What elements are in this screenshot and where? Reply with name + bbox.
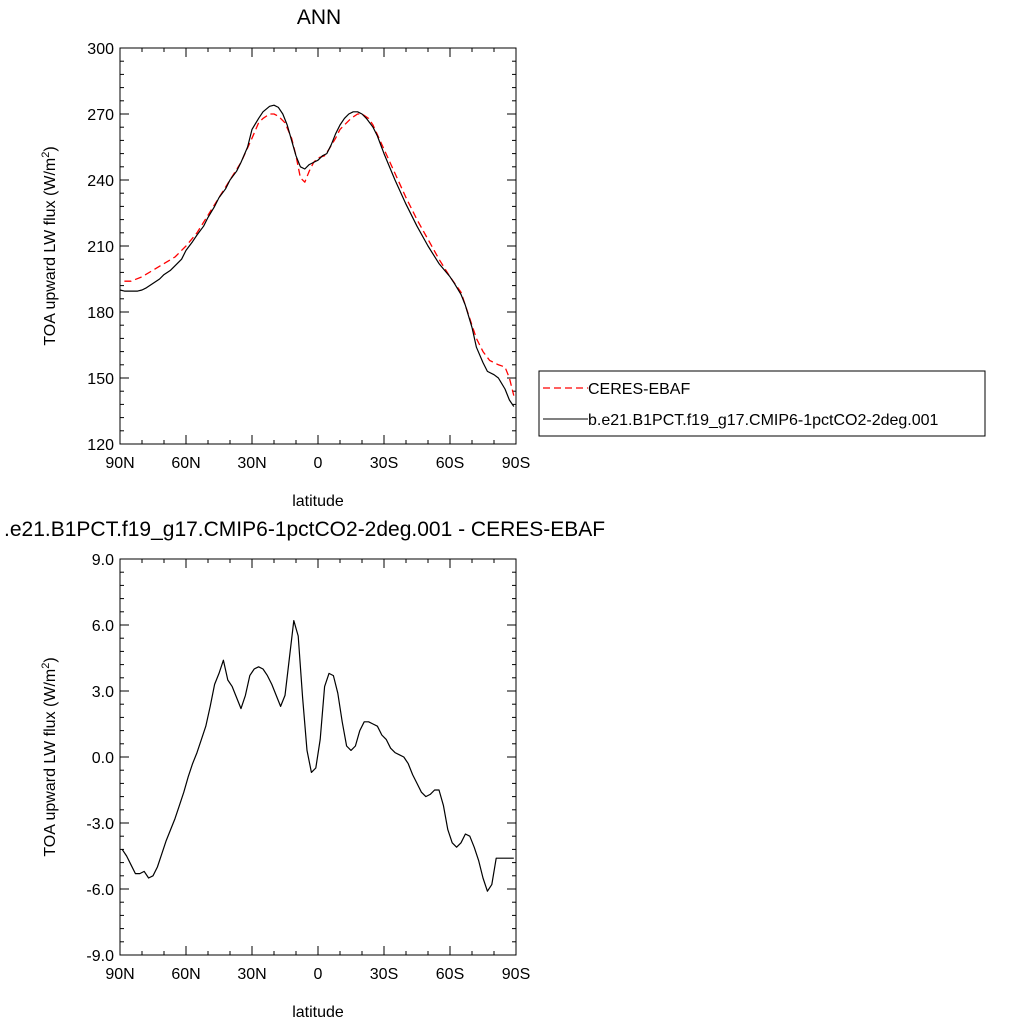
bottom-x-tick-label: 90S xyxy=(502,966,530,983)
top-x-tick-label: 30N xyxy=(237,455,266,472)
top-series-line-1 xyxy=(119,104,515,407)
top-x-tick-label: 90S xyxy=(502,455,530,472)
top-y-tick-label: 150 xyxy=(87,371,114,388)
bottom-series-layer xyxy=(121,619,514,892)
bottom-x-tick-label: 60S xyxy=(436,966,464,983)
top-series-layer xyxy=(119,104,515,407)
top-x-tick-label: 30S xyxy=(370,455,398,472)
top-chart-title: ANN xyxy=(297,6,341,29)
bottom-x-tick-label: 30N xyxy=(237,966,266,983)
bottom-y-axis-label: TOA upward LW flux (W/m2) xyxy=(40,657,59,856)
bottom-ticks: 90N 60N 30N 0 30S 60S 90S -9.0 -6.0 -3.0 0.0 3.0 6.0… xyxy=(86,552,530,983)
bottom-x-tick-label: 90N xyxy=(105,966,134,983)
bottom-x-tick-label: 30S xyxy=(370,966,398,983)
bottom-y-tick-label: -6.0 xyxy=(86,882,114,899)
top-y-tick-label: 300 xyxy=(87,41,114,58)
bottom-x-tick-label: 0 xyxy=(314,966,323,983)
top-x-tick-label: 60S xyxy=(436,455,464,472)
bottom-chart-title: .e21.B1PCT.f19_g17.CMIP6-1pctCO2-2deg.00… xyxy=(4,518,605,541)
top-y-tick-label: 210 xyxy=(87,239,114,256)
top-x-axis-label: latitude xyxy=(292,493,344,510)
legend-label-model: b.e21.B1PCT.f19_g17.CMIP6-1pctCO2-2deg.0… xyxy=(588,412,939,429)
bottom-y-tick-label: -9.0 xyxy=(86,948,114,965)
bottom-y-tick-label: 6.0 xyxy=(92,618,114,635)
bottom-y-tick-label: -3.0 xyxy=(86,816,114,833)
top-ticks: 90N 60N 30N 0 30S 60S 90S 120 150 180 210 240 270 300 xyxy=(87,41,530,472)
legend-label-ceres: CERES-EBAF xyxy=(588,381,690,398)
bottom-y-tick-label: 3.0 xyxy=(92,684,114,701)
bottom-panel: .e21.B1PCT.f19_g17.CMIP6-1pctCO2-2deg.00… xyxy=(4,518,605,1021)
top-y-tick-label: 270 xyxy=(87,107,114,124)
legend: CERES-EBAF b.e21.B1PCT.f19_g17.CMIP6-1pc… xyxy=(538,370,986,437)
top-x-tick-label: 0 xyxy=(314,455,323,472)
top-y-tick-label: 240 xyxy=(87,173,114,190)
top-plot-frame xyxy=(119,47,517,445)
top-y-tick-label: 180 xyxy=(87,305,114,322)
top-panel: ANN 90N 60N 30N 0 30S 60S 90S 120 150 180 210 240 27… xyxy=(40,6,530,510)
bottom-x-axis-label: latitude xyxy=(292,1004,344,1021)
bottom-y-tick-label: 9.0 xyxy=(92,552,114,569)
bottom-series-line-0 xyxy=(121,619,514,892)
top-y-axis-label: TOA upward LW flux (W/m2) xyxy=(40,146,59,345)
top-x-tick-label: 60N xyxy=(171,455,200,472)
top-series-line-0 xyxy=(124,113,515,396)
bottom-y-tick-label: 0.0 xyxy=(92,750,114,767)
legend-box xyxy=(538,370,986,437)
bottom-x-tick-label: 60N xyxy=(171,966,200,983)
top-y-tick-label: 120 xyxy=(87,437,114,454)
top-x-tick-label: 90N xyxy=(105,455,134,472)
